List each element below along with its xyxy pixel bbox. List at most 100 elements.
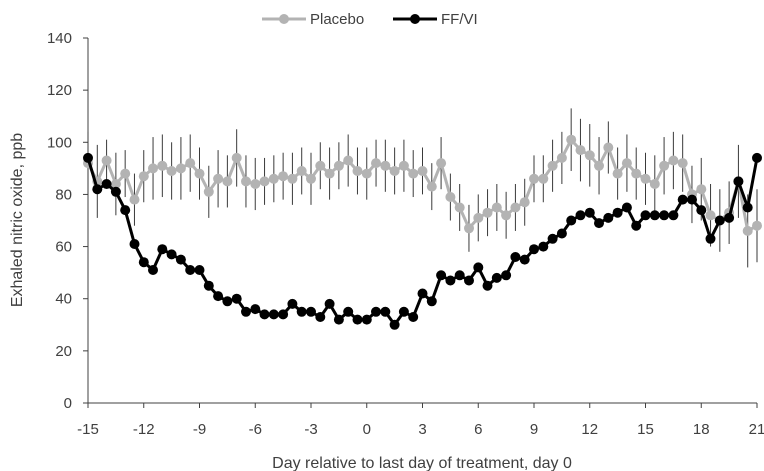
data-point-placebo: [250, 179, 261, 189]
data-point-placebo: [668, 155, 679, 166]
series-layer: [83, 108, 762, 330]
data-point-placebo: [333, 160, 344, 171]
data-point-ff-vi: [631, 220, 642, 231]
data-point-ff-vi: [687, 194, 697, 205]
data-point-ff-vi: [120, 205, 131, 216]
data-point-ff-vi: [464, 275, 474, 286]
data-point-ff-vi: [575, 210, 586, 221]
data-point-placebo: [148, 163, 158, 174]
data-point-ff-vi: [603, 212, 614, 223]
data-point-ff-vi: [296, 306, 307, 317]
data-point-placebo: [649, 179, 660, 189]
data-point-ff-vi: [417, 288, 428, 299]
data-point-placebo: [203, 186, 214, 197]
data-point-placebo: [575, 145, 586, 156]
data-point-ff-vi: [157, 244, 168, 255]
data-point-ff-vi: [352, 314, 363, 325]
data-point-ff-vi: [752, 152, 762, 163]
data-point-placebo: [352, 166, 363, 176]
x-tick-label: 6: [474, 421, 482, 438]
legend-ffvi-marker: [410, 14, 420, 24]
data-point-placebo: [324, 168, 335, 179]
legend: Placebo FF/VI: [262, 11, 478, 28]
data-point-ff-vi: [529, 244, 539, 255]
data-point-ff-vi: [222, 296, 233, 307]
data-point-ff-vi: [333, 314, 344, 325]
data-point-placebo: [482, 207, 493, 218]
data-point-ff-vi: [668, 210, 679, 221]
data-point-ff-vi: [138, 257, 149, 268]
data-point-placebo: [268, 173, 279, 184]
data-point-ff-vi: [148, 265, 158, 275]
data-point-placebo: [454, 202, 465, 213]
data-point-placebo: [129, 194, 140, 205]
data-point-placebo: [584, 150, 595, 161]
data-point-placebo: [501, 210, 512, 221]
data-point-placebo: [519, 197, 530, 208]
data-point-ff-vi: [83, 152, 93, 163]
data-point-ff-vi: [213, 291, 224, 302]
data-point-ff-vi: [454, 270, 465, 281]
data-point-placebo: [752, 220, 762, 231]
data-point-ff-vi: [621, 202, 632, 213]
y-tick-label: 60: [55, 239, 72, 256]
data-point-ff-vi: [287, 298, 298, 309]
data-point-ff-vi: [584, 207, 595, 218]
y-tick-label: 120: [47, 82, 72, 99]
x-tick-label: -6: [249, 421, 262, 438]
data-point-ff-vi: [129, 239, 140, 249]
data-point-ff-vi: [203, 280, 214, 291]
data-point-ff-vi: [389, 319, 400, 330]
x-ticks: -15 -12 -9 -6 -3 0 3 6 9 12 15 18 21: [77, 403, 764, 438]
data-point-ff-vi: [324, 298, 335, 309]
legend-ffvi-label: FF/VI: [441, 11, 478, 28]
data-point-ff-vi: [268, 309, 279, 320]
data-point-placebo: [603, 142, 614, 153]
x-tick-label: 9: [530, 421, 538, 438]
data-point-ff-vi: [175, 254, 186, 265]
data-point-placebo: [194, 168, 205, 179]
data-point-ff-vi: [519, 254, 530, 265]
data-point-placebo: [389, 166, 400, 176]
x-tick-label: 12: [581, 421, 598, 438]
data-point-ff-vi: [101, 179, 112, 189]
data-point-placebo: [742, 225, 753, 236]
x-axis-title: Day relative to last day of treatment, d…: [272, 455, 572, 471]
data-point-placebo: [138, 171, 149, 182]
data-point-ff-vi: [714, 215, 725, 226]
data-point-ff-vi: [408, 312, 419, 322]
data-point-placebo: [398, 160, 409, 171]
data-point-placebo: [120, 168, 131, 179]
y-tick-label: 40: [55, 291, 72, 308]
data-point-placebo: [166, 166, 177, 176]
data-point-placebo: [566, 134, 577, 145]
data-point-ff-vi: [194, 265, 205, 275]
data-point-ff-vi: [278, 309, 289, 320]
data-point-ff-vi: [482, 280, 493, 291]
y-tick-label: 140: [47, 30, 72, 47]
data-point-placebo: [259, 176, 270, 187]
data-point-ff-vi: [649, 210, 660, 221]
data-point-placebo: [241, 176, 251, 187]
data-point-ff-vi: [594, 218, 604, 229]
data-point-placebo: [631, 168, 642, 179]
data-point-ff-vi: [445, 275, 456, 286]
data-point-placebo: [529, 173, 539, 184]
y-tick-label: 0: [64, 395, 72, 412]
data-point-placebo: [464, 223, 474, 234]
data-point-placebo: [491, 202, 502, 213]
data-point-ff-vi: [659, 210, 670, 221]
data-point-ff-vi: [110, 186, 121, 197]
data-point-placebo: [287, 173, 298, 184]
data-point-ff-vi: [92, 184, 103, 195]
data-point-placebo: [436, 158, 447, 169]
data-point-placebo: [659, 160, 670, 171]
data-point-placebo: [510, 202, 521, 213]
data-point-placebo: [222, 176, 233, 187]
data-point-placebo: [175, 163, 186, 174]
x-tick-label: 18: [693, 421, 710, 438]
data-point-placebo: [157, 160, 168, 171]
data-point-ff-vi: [677, 194, 688, 205]
data-point-placebo: [110, 179, 121, 189]
legend-placebo-label: Placebo: [310, 11, 364, 28]
